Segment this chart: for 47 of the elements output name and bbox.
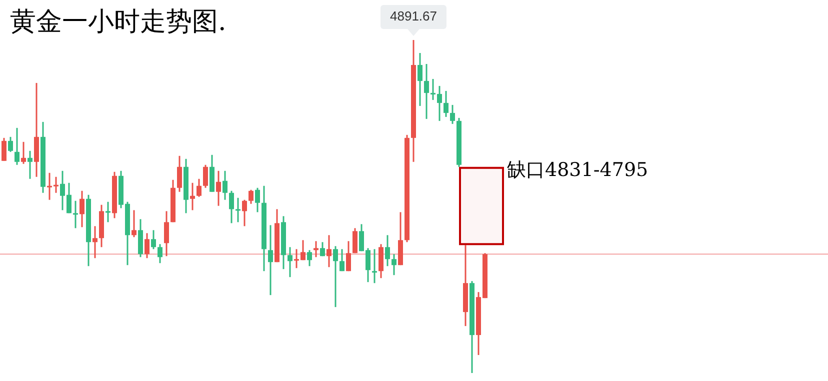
candlestick bbox=[346, 240, 351, 272]
candlestick bbox=[424, 63, 429, 120]
candlestick bbox=[151, 229, 156, 250]
candlestick bbox=[14, 127, 20, 166]
candlestick bbox=[203, 164, 208, 189]
candlestick bbox=[326, 234, 332, 268]
candlestick bbox=[28, 150, 32, 180]
candlestick bbox=[222, 170, 228, 201]
candlestick bbox=[288, 246, 292, 278]
candlestick bbox=[255, 187, 260, 213]
candlestick bbox=[333, 245, 338, 308]
candlestick bbox=[242, 199, 247, 227]
candlestick bbox=[158, 243, 162, 264]
candlestick bbox=[73, 200, 78, 229]
candlestick bbox=[248, 189, 254, 205]
candlestick bbox=[177, 155, 182, 193]
candlestick bbox=[418, 52, 422, 107]
candlestick bbox=[216, 170, 221, 207]
candlestick bbox=[307, 249, 312, 267]
candlestick bbox=[340, 248, 344, 272]
band-label: 缺口4831-4795 bbox=[507, 158, 648, 181]
candlestick bbox=[268, 224, 273, 296]
candlestick bbox=[132, 209, 136, 238]
candlestick bbox=[164, 210, 169, 257]
candlestick bbox=[450, 104, 455, 125]
candlestick bbox=[372, 248, 377, 284]
candlestick bbox=[2, 137, 6, 162]
candlestick bbox=[21, 141, 26, 165]
candlestick bbox=[80, 190, 84, 228]
candlestick bbox=[314, 240, 318, 258]
candlestick bbox=[444, 90, 448, 118]
candlestick bbox=[138, 218, 143, 258]
candlestick bbox=[196, 178, 202, 198]
candlestick bbox=[106, 201, 110, 223]
candlestick bbox=[352, 227, 358, 254]
candlestick bbox=[229, 190, 234, 224]
candlestick bbox=[392, 253, 396, 276]
annotation: 4891.67 bbox=[390, 8, 437, 24]
candlestick bbox=[236, 197, 240, 223]
chart-title: 黄金一小时走势图. bbox=[10, 7, 226, 37]
candlestick bbox=[320, 241, 325, 257]
candlestick bbox=[385, 234, 390, 267]
candlestick bbox=[378, 243, 384, 279]
candlestick bbox=[144, 232, 150, 259]
candlestick bbox=[190, 182, 195, 211]
candlestick bbox=[92, 225, 98, 259]
candlestick bbox=[8, 136, 13, 153]
